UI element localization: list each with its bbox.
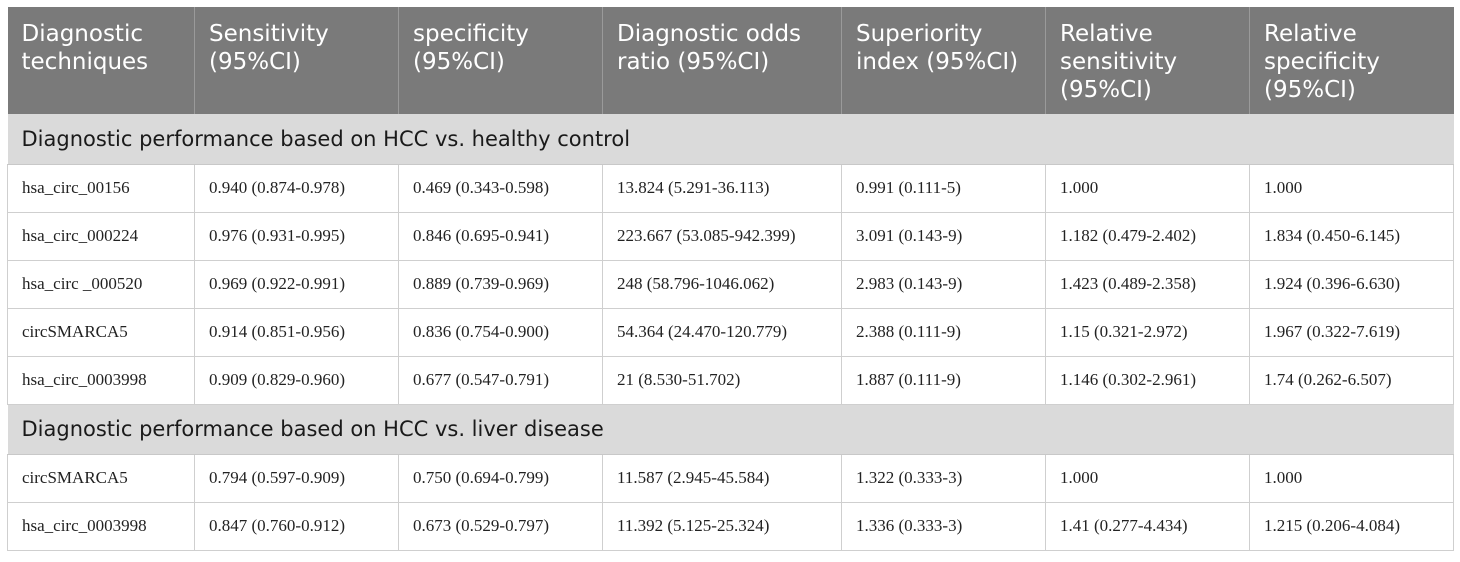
odds-ratio-cell: 11.587 (2.945-45.584) (602, 454, 842, 503)
header-superiority-index: Superiority index (95%CI) (841, 7, 1046, 114)
odds-ratio-cell: 248 (58.796-1046.062) (602, 260, 842, 309)
sensitivity-cell: 0.976 (0.931-0.995) (194, 212, 399, 261)
odds-ratio-cell: 13.824 (5.291-36.113) (602, 164, 842, 213)
sensitivity-cell: 0.940 (0.874-0.978) (194, 164, 399, 213)
relative-specificity-cell: 1.834 (0.450-6.145) (1249, 212, 1454, 261)
odds-ratio-cell: 54.364 (24.470-120.779) (602, 308, 842, 357)
sensitivity-cell: 0.909 (0.829-0.960) (194, 356, 399, 405)
header-relative-specificity: Relative specificity (95%CI) (1249, 7, 1454, 114)
specificity-cell: 0.836 (0.754-0.900) (398, 308, 603, 357)
table-row: hsa_circ_000224 0.976 (0.931-0.995) 0.84… (7, 212, 1454, 261)
header-row: Diagnostic techniques Sensitivity (95%CI… (7, 7, 1454, 114)
superiority-index-cell: 1.887 (0.111-9) (841, 356, 1046, 405)
relative-specificity-cell: 1.000 (1249, 164, 1454, 213)
specificity-cell: 0.846 (0.695-0.941) (398, 212, 603, 261)
header-diagnostic-odds-ratio: Diagnostic odds ratio (95%CI) (602, 7, 842, 114)
odds-ratio-cell: 11.392 (5.125-25.324) (602, 502, 842, 551)
relative-sensitivity-cell: 1.41 (0.277-4.434) (1045, 502, 1250, 551)
odds-ratio-cell: 223.667 (53.085-942.399) (602, 212, 842, 261)
section-row-healthy-control: Diagnostic performance based on HCC vs. … (7, 114, 1454, 165)
sensitivity-cell: 0.969 (0.922-0.991) (194, 260, 399, 309)
technique-cell: hsa_circ_00156 (7, 164, 195, 213)
technique-cell: circSMARCA5 (7, 308, 195, 357)
superiority-index-cell: 0.991 (0.111-5) (841, 164, 1046, 213)
technique-cell: circSMARCA5 (7, 454, 195, 503)
header-relative-sensitivity: Relative sensitivity (95%CI) (1045, 7, 1250, 114)
technique-cell: hsa_circ _000520 (7, 260, 195, 309)
relative-sensitivity-cell: 1.423 (0.489-2.358) (1045, 260, 1250, 309)
section-title: Diagnostic performance based on HCC vs. … (7, 114, 1454, 165)
diagnostic-performance-table: Diagnostic techniques Sensitivity (95%CI… (7, 7, 1454, 551)
relative-specificity-cell: 1.000 (1249, 454, 1454, 503)
technique-cell: hsa_circ_000224 (7, 212, 195, 261)
superiority-index-cell: 2.983 (0.143-9) (841, 260, 1046, 309)
relative-sensitivity-cell: 1.000 (1045, 454, 1250, 503)
sensitivity-cell: 0.794 (0.597-0.909) (194, 454, 399, 503)
diagnostic-table-container: Diagnostic techniques Sensitivity (95%CI… (7, 7, 1454, 551)
specificity-cell: 0.750 (0.694-0.799) (398, 454, 603, 503)
superiority-index-cell: 3.091 (0.143-9) (841, 212, 1046, 261)
section-title: Diagnostic performance based on HCC vs. … (7, 404, 1454, 455)
superiority-index-cell: 2.388 (0.111-9) (841, 308, 1046, 357)
relative-sensitivity-cell: 1.146 (0.302-2.961) (1045, 356, 1250, 405)
relative-specificity-cell: 1.967 (0.322-7.619) (1249, 308, 1454, 357)
specificity-cell: 0.889 (0.739-0.969) (398, 260, 603, 309)
sensitivity-cell: 0.847 (0.760-0.912) (194, 502, 399, 551)
table-row: hsa_circ _000520 0.969 (0.922-0.991) 0.8… (7, 260, 1454, 309)
technique-cell: hsa_circ_0003998 (7, 502, 195, 551)
superiority-index-cell: 1.336 (0.333-3) (841, 502, 1046, 551)
technique-cell: hsa_circ_0003998 (7, 356, 195, 405)
specificity-cell: 0.469 (0.343-0.598) (398, 164, 603, 213)
table-row: hsa_circ_0003998 0.909 (0.829-0.960) 0.6… (7, 356, 1454, 405)
superiority-index-cell: 1.322 (0.333-3) (841, 454, 1046, 503)
sensitivity-cell: 0.914 (0.851-0.956) (194, 308, 399, 357)
specificity-cell: 0.673 (0.529-0.797) (398, 502, 603, 551)
relative-specificity-cell: 1.215 (0.206-4.084) (1249, 502, 1454, 551)
table-row: circSMARCA5 0.914 (0.851-0.956) 0.836 (0… (7, 308, 1454, 357)
header-diagnostic-techniques: Diagnostic techniques (7, 7, 195, 114)
relative-sensitivity-cell: 1.000 (1045, 164, 1250, 213)
relative-sensitivity-cell: 1.182 (0.479-2.402) (1045, 212, 1250, 261)
table-row: circSMARCA5 0.794 (0.597-0.909) 0.750 (0… (7, 454, 1454, 503)
header-specificity: specificity (95%CI) (398, 7, 603, 114)
relative-specificity-cell: 1.74 (0.262-6.507) (1249, 356, 1454, 405)
header-sensitivity: Sensitivity (95%CI) (194, 7, 399, 114)
relative-specificity-cell: 1.924 (0.396-6.630) (1249, 260, 1454, 309)
section-row-liver-disease: Diagnostic performance based on HCC vs. … (7, 404, 1454, 455)
table-row: hsa_circ_00156 0.940 (0.874-0.978) 0.469… (7, 164, 1454, 213)
relative-sensitivity-cell: 1.15 (0.321-2.972) (1045, 308, 1250, 357)
odds-ratio-cell: 21 (8.530-51.702) (602, 356, 842, 405)
table-row: hsa_circ_0003998 0.847 (0.760-0.912) 0.6… (7, 502, 1454, 551)
specificity-cell: 0.677 (0.547-0.791) (398, 356, 603, 405)
